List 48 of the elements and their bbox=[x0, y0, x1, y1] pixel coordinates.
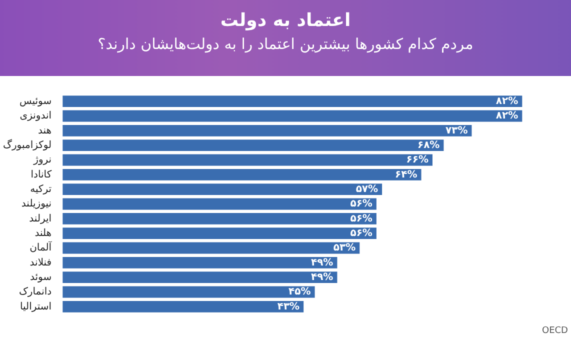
bar bbox=[62, 272, 338, 284]
bar bbox=[62, 242, 360, 254]
bar bbox=[62, 300, 304, 312]
bar bbox=[62, 198, 376, 210]
data-label: ۴۵% bbox=[288, 286, 311, 298]
data-label: ۴۳% bbox=[277, 301, 300, 312]
y-tick-label: استرالیا bbox=[20, 301, 52, 312]
data-label: ۵۷% bbox=[356, 184, 378, 195]
y-tick-label: ترکیه bbox=[30, 184, 52, 195]
y-tick-label: آلمان bbox=[30, 240, 53, 254]
y-tick-label: کانادا bbox=[30, 169, 52, 180]
y-tick-label: نروژ bbox=[32, 154, 52, 166]
bar bbox=[62, 154, 432, 166]
data-label: ۸۲% bbox=[496, 96, 518, 107]
y-tick-label: هند bbox=[38, 125, 52, 136]
bar bbox=[62, 184, 382, 196]
chart-title: اعتماد به دولت bbox=[219, 9, 352, 31]
data-label: ۵۶% bbox=[350, 228, 372, 239]
bar bbox=[62, 96, 522, 108]
data-label: ۵۳% bbox=[333, 242, 356, 254]
y-tick-label: ایرلند bbox=[29, 213, 52, 224]
bar bbox=[62, 228, 376, 240]
data-label: ۶۶% bbox=[406, 154, 428, 166]
data-label: ۶۸% bbox=[417, 140, 440, 151]
y-tick-label: فنلاند bbox=[30, 257, 52, 268]
y-tick-label: سوئیس bbox=[19, 96, 52, 107]
data-label: ۶۴% bbox=[395, 169, 418, 180]
bar bbox=[62, 124, 472, 136]
data-label: ۷۳% bbox=[445, 125, 468, 136]
bar bbox=[62, 286, 315, 298]
y-tick-label: دانمارک bbox=[18, 286, 52, 298]
data-label: ۵۶% bbox=[350, 198, 372, 210]
y-tick-label: لوکزامبورگ bbox=[2, 138, 52, 151]
y-tick-label: اندونزی bbox=[20, 110, 52, 122]
data-label: ۴۹% bbox=[310, 272, 334, 283]
bar bbox=[62, 212, 376, 224]
bar bbox=[62, 110, 522, 122]
y-tick-label: هلند bbox=[34, 228, 52, 239]
data-label: ۵۶% bbox=[350, 213, 372, 224]
text: OECD bbox=[542, 326, 568, 336]
bar bbox=[62, 168, 422, 180]
bar bbox=[62, 140, 444, 152]
y-tick-label: نیوزیلند bbox=[21, 198, 52, 210]
bar bbox=[62, 256, 338, 268]
data-label: ۴۹% bbox=[310, 257, 334, 268]
y-tick-label: سوئد bbox=[30, 272, 52, 283]
chart-subtitle: مردم کدام کشورها بیشترین اعتماد را به دولت‌هایشان دارند؟ bbox=[96, 35, 474, 53]
data-label: ۸۲% bbox=[496, 110, 518, 122]
